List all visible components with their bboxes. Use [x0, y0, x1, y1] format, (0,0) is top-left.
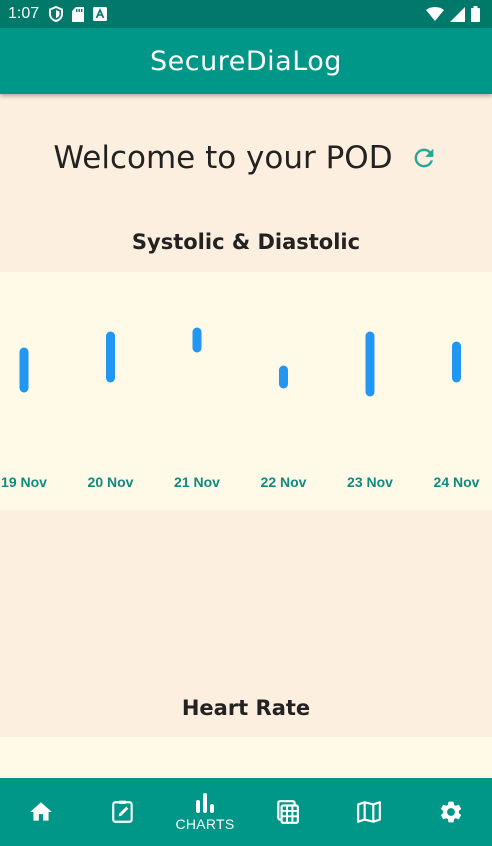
bp-chart-title: Systolic & Diastolic: [131, 230, 361, 254]
bp-x-tick-2: 21 Nov: [174, 474, 220, 490]
hr-chart-title: Heart Rate: [181, 696, 311, 720]
edit-icon: [112, 800, 133, 823]
welcome-text: Welcome to your POD: [53, 140, 393, 176]
map-icon: [357, 801, 381, 823]
nav-settings[interactable]: [416, 778, 486, 846]
home-icon: [30, 802, 52, 821]
bottom-nav: CHARTS: [0, 778, 492, 846]
battery-icon: [471, 6, 480, 22]
nav-table[interactable]: [252, 778, 322, 846]
wifi-icon: [426, 7, 444, 21]
refresh-button[interactable]: [409, 143, 439, 173]
gear-icon: [440, 801, 462, 823]
hr-chart: [0, 737, 492, 778]
table-icon: [277, 800, 299, 824]
nav-home[interactable]: [6, 778, 76, 846]
app-title: SecureDiaLog: [150, 45, 342, 77]
shield-icon: [49, 6, 64, 22]
nav-charts-label: CHARTS: [175, 816, 235, 832]
bp-x-tick-1: 20 Nov: [88, 474, 134, 490]
welcome-row: Welcome to your POD: [0, 140, 492, 176]
text-a-icon: [93, 7, 108, 21]
nav-charts[interactable]: CHARTS: [170, 778, 240, 846]
status-left-icons: [49, 6, 108, 22]
bp-x-tick-0: 19 Nov: [1, 474, 47, 490]
bp-x-tick-4: 23 Nov: [347, 474, 393, 490]
bp-chart-svg: 19 Nov 20 Nov 21 Nov 22 Nov 23 Nov 24 Nov: [1, 327, 480, 490]
status-time: 1:07: [8, 5, 40, 22]
bp-x-tick-5: 24 Nov: [434, 474, 480, 490]
refresh-icon: [414, 148, 433, 168]
status-bar: 1:07: [0, 0, 492, 28]
signal-icon: [450, 6, 465, 22]
nav-map[interactable]: [334, 778, 404, 846]
app-bar: SecureDiaLog: [0, 28, 492, 94]
bp-x-tick-3: 22 Nov: [261, 474, 307, 490]
status-right-icons: [426, 6, 480, 22]
sd-card-icon: [72, 6, 85, 22]
bp-chart: 19 Nov 20 Nov 21 Nov 22 Nov 23 Nov 24 Nov: [0, 272, 492, 510]
chart-icon: [196, 793, 214, 813]
nav-journal[interactable]: [88, 778, 158, 846]
